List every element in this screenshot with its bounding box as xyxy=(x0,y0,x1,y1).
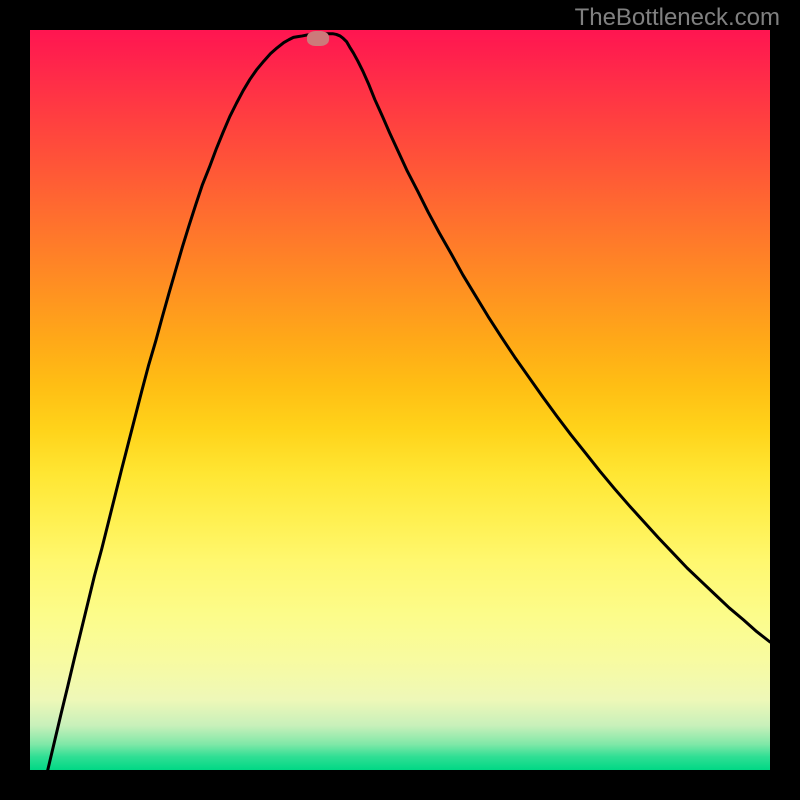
plot-area xyxy=(30,30,770,770)
bottleneck-curve xyxy=(30,30,770,770)
optimum-marker xyxy=(307,31,329,46)
watermark-text: TheBottleneck.com xyxy=(575,4,780,32)
figure: TheBottleneck.com xyxy=(0,0,800,800)
